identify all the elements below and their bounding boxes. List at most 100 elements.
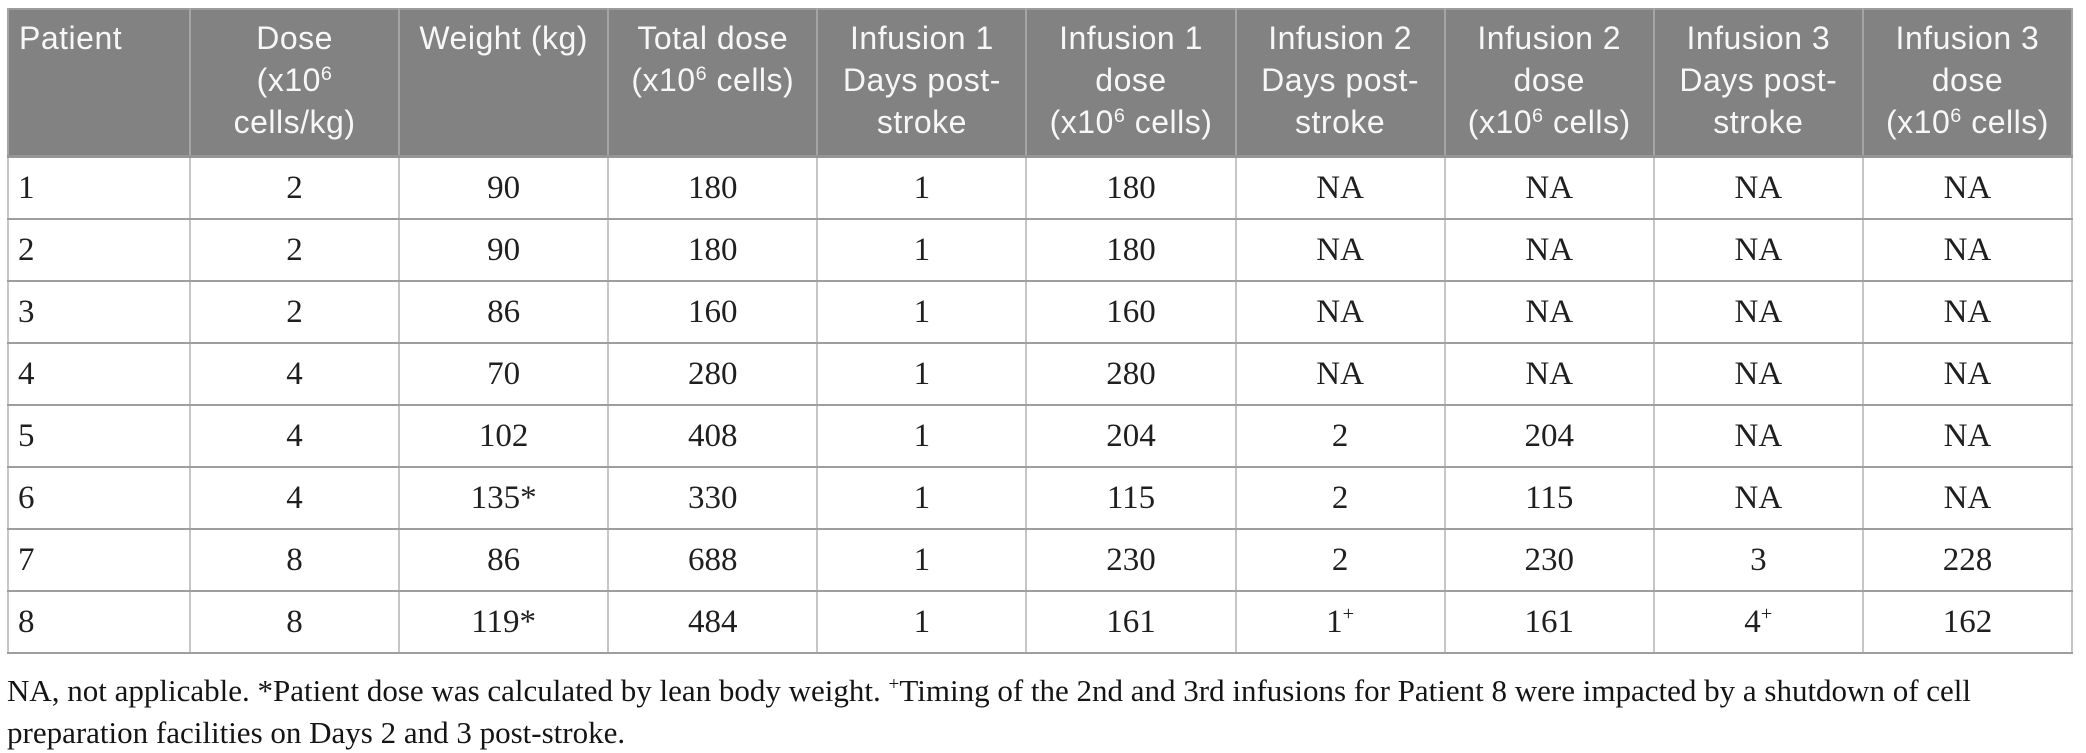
table-row: 1 2 90 180 1 180 NA NA NA NA [7, 155, 2074, 220]
column-header-line: (x106 [256, 62, 333, 98]
column-header-line: Patient [19, 20, 123, 56]
table-cell: 280 [1025, 342, 1237, 406]
table-cell: 2 [1234, 528, 1446, 592]
column-header-line: stroke [1713, 104, 1804, 140]
table-cell: 180 [607, 218, 819, 282]
table-row: 4 4 70 280 1 280 NA NA NA NA [7, 342, 2074, 406]
table-cell: 1 [816, 466, 1028, 530]
table-cell: NA [1652, 218, 1864, 282]
table-cell: 180 [1025, 155, 1237, 220]
table-cell: 230 [1443, 528, 1655, 592]
column-header-line: Infusion 1 [1059, 20, 1203, 56]
table-cell: 161 [1025, 590, 1237, 654]
table-row: 5 4 102 408 1 204 2 204 NA NA [7, 404, 2074, 468]
column-header-line: Infusion 3 [1895, 20, 2040, 56]
table-cell: 2 [1234, 466, 1446, 530]
column-header-infusion3-days: Infusion 3 Days post-stroke [1652, 9, 1864, 158]
table-cell: 86 [398, 528, 610, 592]
column-header-dose-per-kg: Dose (x106 cells/kg) [188, 9, 401, 158]
table-cell: NA [1861, 155, 2074, 220]
column-header-line: stroke [1295, 104, 1386, 140]
column-header-line: Infusion 1 [850, 20, 994, 56]
column-header-infusion3-dose: Infusion 3 dose (x106 cells) [1861, 9, 2074, 158]
table-cell: 230 [1025, 528, 1237, 592]
patient-dosing-table: Patient Dose (x106 cells/kg) Weight (kg) Tota… [7, 8, 2074, 654]
header-row: Patient Dose (x106 cells/kg) Weight (kg) Tota… [7, 9, 2074, 158]
table-cell: 204 [1025, 404, 1237, 468]
table-cell: NA [1652, 342, 1864, 406]
table-footnote: NA, not applicable. *Patient dose was ca… [7, 673, 1972, 750]
table-cell: 162 [1861, 590, 2074, 654]
table-cell: 86 [398, 280, 610, 344]
table-cell: NA [1234, 342, 1446, 406]
table-cell: 4 [188, 342, 401, 406]
table-cell: 1 [816, 590, 1028, 654]
column-header-line: Dose [256, 20, 333, 56]
patient-id-cell: 3 [7, 280, 191, 344]
patient-id-cell: 6 [7, 466, 191, 530]
column-header-line: Infusion 3 [1686, 20, 1831, 56]
column-header-line: cells/kg) [233, 104, 356, 140]
column-header-line: (x106 cells) [1467, 104, 1631, 140]
table-cell: 280 [607, 342, 819, 406]
table-cell: 688 [607, 528, 819, 592]
table-cell: NA [1234, 280, 1446, 344]
column-header-infusion2-days: Infusion 2 Days post-stroke [1234, 9, 1446, 158]
table-row: 7 8 86 688 1 230 2 230 3 228 [7, 528, 2074, 592]
table-cell: 115 [1443, 466, 1655, 530]
table-cell: 2 [188, 155, 401, 220]
table-cell: NA [1861, 280, 2074, 344]
table-row: 6 4 135* 330 1 115 2 115 NA NA [7, 466, 2074, 530]
table-cell: NA [1652, 404, 1864, 468]
table-cell: 8 [188, 590, 401, 654]
table-cell: 204 [1443, 404, 1655, 468]
table-cell: 135* [398, 466, 610, 530]
table-cell: NA [1861, 466, 2074, 530]
table-cell: 228 [1861, 528, 2074, 592]
table-cell: 484 [607, 590, 819, 654]
column-header-infusion2-dose: Infusion 2 dose (x106 cells) [1443, 9, 1655, 158]
column-header-line: Days post- [842, 62, 1001, 98]
table-cell: 90 [398, 155, 610, 220]
column-header-line: (x106 cells) [1886, 104, 2049, 140]
table-cell: 8 [188, 528, 401, 592]
patient-id-cell: 5 [7, 404, 191, 468]
table-cell: NA [1443, 155, 1655, 220]
table-cell: NA [1652, 280, 1864, 344]
column-header-infusion1-dose: Infusion 1 dose (x106 cells) [1025, 9, 1237, 158]
column-header-line: dose [1095, 62, 1167, 98]
table-row: 3 2 86 160 1 160 NA NA NA NA [7, 280, 2074, 344]
table-cell: 408 [607, 404, 819, 468]
table-cell: 1 [816, 342, 1028, 406]
patient-id-cell: 7 [7, 528, 191, 592]
table-cell: 160 [1025, 280, 1237, 344]
table-cell: 330 [607, 466, 819, 530]
column-header-line: dose [1931, 62, 2004, 98]
column-header-line: (x106 cells) [631, 62, 795, 98]
table-cell: 180 [1025, 218, 1237, 282]
table-cell: NA [1443, 342, 1655, 406]
column-header-line: dose [1513, 62, 1585, 98]
column-header-line: Infusion 2 [1268, 20, 1412, 56]
table-cell: NA [1443, 218, 1655, 282]
table-cell: NA [1234, 155, 1446, 220]
table-cell: 90 [398, 218, 610, 282]
table-cell: 180 [607, 155, 819, 220]
patient-id-cell: 2 [7, 218, 191, 282]
table-cell: NA [1443, 280, 1655, 344]
column-header-line: Total dose [637, 20, 789, 56]
column-header-line: Days post- [1679, 62, 1838, 98]
table-cell: 2 [188, 280, 401, 344]
column-header-weight-kg: Weight (kg) [398, 9, 610, 158]
table-cell: 1 [816, 155, 1028, 220]
table-cell: 2 [188, 218, 401, 282]
table-cell: 160 [607, 280, 819, 344]
table-body: 1 2 90 180 1 180 NA NA NA NA 2 2 90 180 1 180 NA NA NA NA 3 2… [7, 155, 2074, 654]
table-cell: 2 [1234, 404, 1446, 468]
table-cell: 70 [398, 342, 610, 406]
table-cell: NA [1861, 404, 2074, 468]
column-header-total-dose: Total dose (x106 cells) [607, 9, 819, 158]
table-cell: NA [1652, 466, 1864, 530]
table-cell: 1 [816, 218, 1028, 282]
patient-id-cell: 1 [7, 155, 191, 220]
